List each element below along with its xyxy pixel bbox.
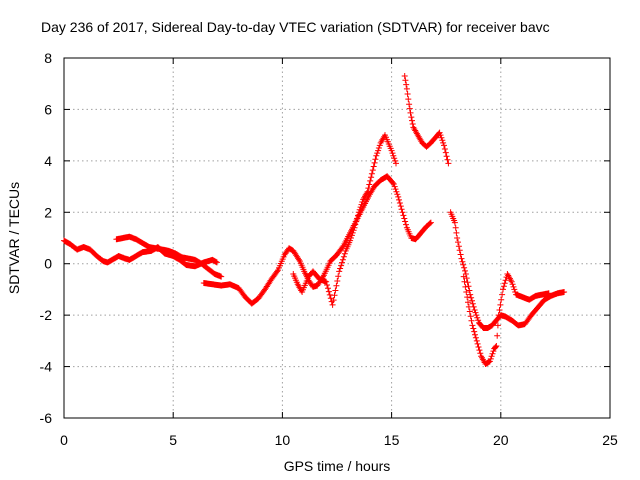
x-tick-label: 10 bbox=[275, 432, 291, 448]
y-tick-label: 8 bbox=[44, 50, 52, 66]
x-tick-label: 5 bbox=[169, 432, 177, 448]
y-tick-label: 0 bbox=[44, 256, 52, 272]
y-tick-label: 6 bbox=[44, 101, 52, 117]
sdtvar-markers bbox=[61, 73, 568, 367]
x-axis-label: GPS time / hours bbox=[284, 458, 391, 474]
grid-layer bbox=[64, 58, 610, 418]
x-tick-label: 15 bbox=[384, 432, 400, 448]
tick-layer: 0 5 10 15 20 25 -6 -4 -2 0 2 4 6 8 bbox=[40, 50, 618, 448]
y-tick-label: 4 bbox=[44, 153, 52, 169]
y-tick-label: -2 bbox=[40, 307, 53, 323]
data-points bbox=[61, 73, 568, 367]
y-axis-label: SDTVAR / TECUs bbox=[6, 182, 22, 294]
plot-frame bbox=[63, 57, 611, 419]
y-tick-label: -6 bbox=[40, 410, 53, 426]
x-tick-label: 0 bbox=[60, 432, 68, 448]
x-tick-label: 20 bbox=[493, 432, 509, 448]
chart-title: Day 236 of 2017, Sidereal Day-to-day VTE… bbox=[41, 19, 550, 35]
y-tick-label: -4 bbox=[40, 359, 53, 375]
x-tick-label: 25 bbox=[602, 432, 618, 448]
y-tick-label: 2 bbox=[44, 204, 52, 220]
